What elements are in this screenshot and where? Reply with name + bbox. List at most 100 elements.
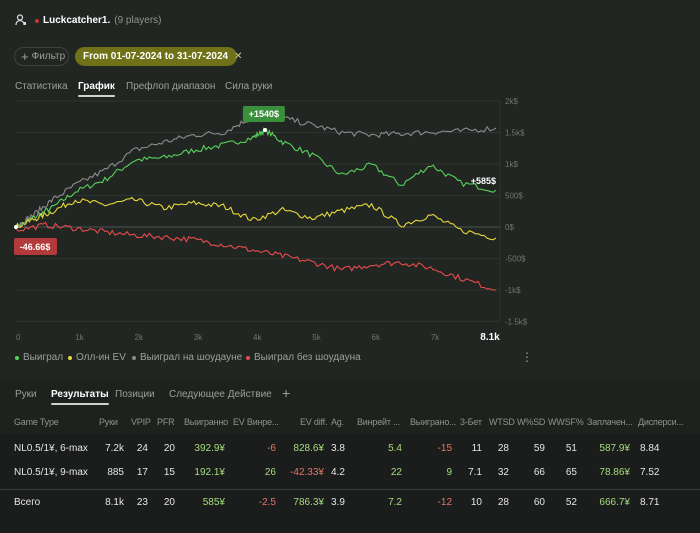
start-label-bg [14, 237, 57, 255]
y-tick-label: 2k$ [505, 97, 518, 106]
legend-won[interactable]: Выиграл [15, 352, 63, 363]
x-tick-label: 2k [135, 333, 144, 342]
row-three-bet-cell: 11 [471, 443, 482, 454]
column-header-pfr[interactable]: PFR [157, 417, 175, 427]
total-pfr-cell: 20 [163, 497, 175, 508]
y-tick-label: 1k$ [505, 160, 518, 169]
y-tick-label: -1k$ [505, 286, 521, 295]
legend-dot [246, 355, 250, 360]
date-range-chip[interactable]: From 01-07-2024 to 31-07-2024 ✕ [75, 47, 242, 66]
column-header-three-bet[interactable]: 3-Бет [460, 417, 482, 427]
column-header-won[interactable]: Выигранно [184, 417, 228, 427]
total-won-cell: 585¥ [202, 497, 225, 508]
tab-next-action[interactable]: Следующее Действие [169, 389, 272, 400]
tab-statistics[interactable]: Статистика [15, 81, 68, 92]
total-wsd-cell: 60 [533, 497, 545, 508]
column-header-vpip[interactable]: VPIP [131, 417, 151, 427]
total-won-alt-cell: -12 [437, 497, 452, 508]
legend-dot [68, 355, 72, 360]
column-header-wwsf[interactable]: WWSF% [548, 417, 584, 427]
row-game-type-cell: NL0.5/1¥, 6-max [14, 443, 88, 454]
column-header-ev-winrate[interactable]: EV Винре... [233, 417, 279, 427]
series-line-2 [15, 115, 497, 229]
total-wtsd-cell: 28 [497, 497, 509, 508]
total-paid-cell: 666.7¥ [599, 497, 630, 508]
row-vpip-cell: 17 [136, 467, 148, 478]
row-aggression-cell: 3.8 [331, 443, 345, 454]
column-header-paid[interactable]: Заплачен... [587, 417, 633, 427]
x-tick-label: 0 [16, 333, 21, 342]
column-header-game-type[interactable]: Game Type [14, 417, 59, 427]
tab-hand-strength[interactable]: Сила руки [225, 81, 273, 92]
row-won-cell: 192.1¥ [194, 467, 225, 478]
tab-positions[interactable]: Позиции [115, 389, 155, 400]
legend-won-no-showdown[interactable]: Выиграл без шоудауна [246, 352, 361, 363]
legend-dot [132, 355, 136, 360]
row-wtsd-cell: 32 [497, 467, 509, 478]
total-hands-cell: 8.1k [105, 497, 124, 508]
column-header-winrate[interactable]: Винрейт ... [357, 417, 400, 427]
column-header-ev-diff[interactable]: EV diff. [300, 417, 328, 427]
x-tick-label: 5k [312, 333, 321, 342]
row-aggression-cell: 4.2 [331, 467, 345, 478]
row-hands-cell: 7.2k [105, 443, 124, 454]
row-paid-cell: 587.9¥ [599, 443, 630, 454]
series-line-0 [15, 127, 497, 230]
row-vpip-cell: 24 [136, 443, 148, 454]
close-icon[interactable]: ✕ [234, 51, 243, 62]
player-icon [15, 14, 27, 26]
peak-marker [262, 127, 267, 132]
column-header-wsd[interactable]: W%SD [517, 417, 546, 427]
tab-hands[interactable]: Руки [15, 389, 37, 400]
column-header-aggression[interactable]: Ag. [331, 417, 344, 427]
end-label: +585$ [471, 176, 496, 186]
legend-allin-ev[interactable]: Олл-ин EV [68, 352, 126, 363]
peak-label-bg [242, 105, 285, 122]
start-label: -46.66$ [20, 242, 51, 252]
tab-results[interactable]: Результаты [51, 389, 109, 405]
row-wwsf-cell: 65 [565, 467, 577, 478]
start-marker [14, 225, 18, 229]
total-ev-diff-cell: 786.3¥ [293, 497, 324, 508]
series-line-1 [15, 196, 497, 241]
row-ev-winrate-cell: 26 [264, 467, 276, 478]
total-game-type-cell: Всего [14, 497, 41, 508]
column-header-wtsd[interactable]: WTSD [489, 417, 515, 427]
player-name: Luckcatcher1. [43, 15, 111, 26]
total-three-bet-cell: 10 [470, 497, 482, 508]
column-header-variance[interactable]: Дисперси... [638, 417, 684, 427]
y-tick-label: -1.5k$ [505, 318, 528, 327]
players-count: (9 players) [114, 15, 162, 26]
column-header-hands[interactable]: Руки [99, 417, 118, 427]
row-ev-diff-cell: 828.6¥ [293, 443, 324, 454]
total-variance-cell: 8.71 [640, 497, 660, 508]
row-paid-cell: 78.86¥ [599, 467, 630, 478]
y-tick-label: -500$ [505, 255, 526, 264]
row-pfr-cell: 15 [163, 467, 175, 478]
row-pfr-cell: 20 [163, 443, 175, 454]
tab-graph[interactable]: График [78, 81, 115, 97]
legend-won-showdown[interactable]: Выиграл на шоудауне [132, 352, 242, 363]
status-dot [35, 18, 39, 23]
more-options-icon[interactable]: ⋮ [521, 350, 533, 364]
row-wsd-cell: 66 [533, 467, 545, 478]
player-header: Luckcatcher1. (9 players) [35, 15, 162, 26]
tab-preflop-range[interactable]: Префлоп диапазон [126, 81, 216, 92]
row-three-bet-cell: 7.1 [468, 467, 482, 478]
results-chart: 2k$ 1.5k$ 1k$ 500$ 0$ -500$ -1k$ -1.5k$ 0 1k 2k 3k 4… [14, 97, 528, 343]
x-tick-label: 6k [372, 333, 381, 342]
y-tick-label: 1.5k$ [505, 129, 525, 138]
row-ev-winrate-cell: -6 [267, 443, 276, 454]
row-wtsd-cell: 28 [497, 443, 509, 454]
x-tick-label: 7k [431, 333, 440, 342]
add-tab-button[interactable]: + [282, 385, 291, 401]
row-winrate-cell: 22 [390, 467, 402, 478]
add-filter-button[interactable]: + Фильтр [14, 47, 69, 66]
divider [0, 489, 700, 490]
row-ev-diff-cell: -42.33¥ [290, 467, 324, 478]
x-tick-label: 4k [253, 333, 262, 342]
total-vpip-cell: 23 [136, 497, 148, 508]
column-header-won-alt[interactable]: Выиграно... [410, 417, 457, 427]
peak-label: +1540$ [249, 109, 279, 119]
row-hands-cell: 885 [107, 467, 124, 478]
